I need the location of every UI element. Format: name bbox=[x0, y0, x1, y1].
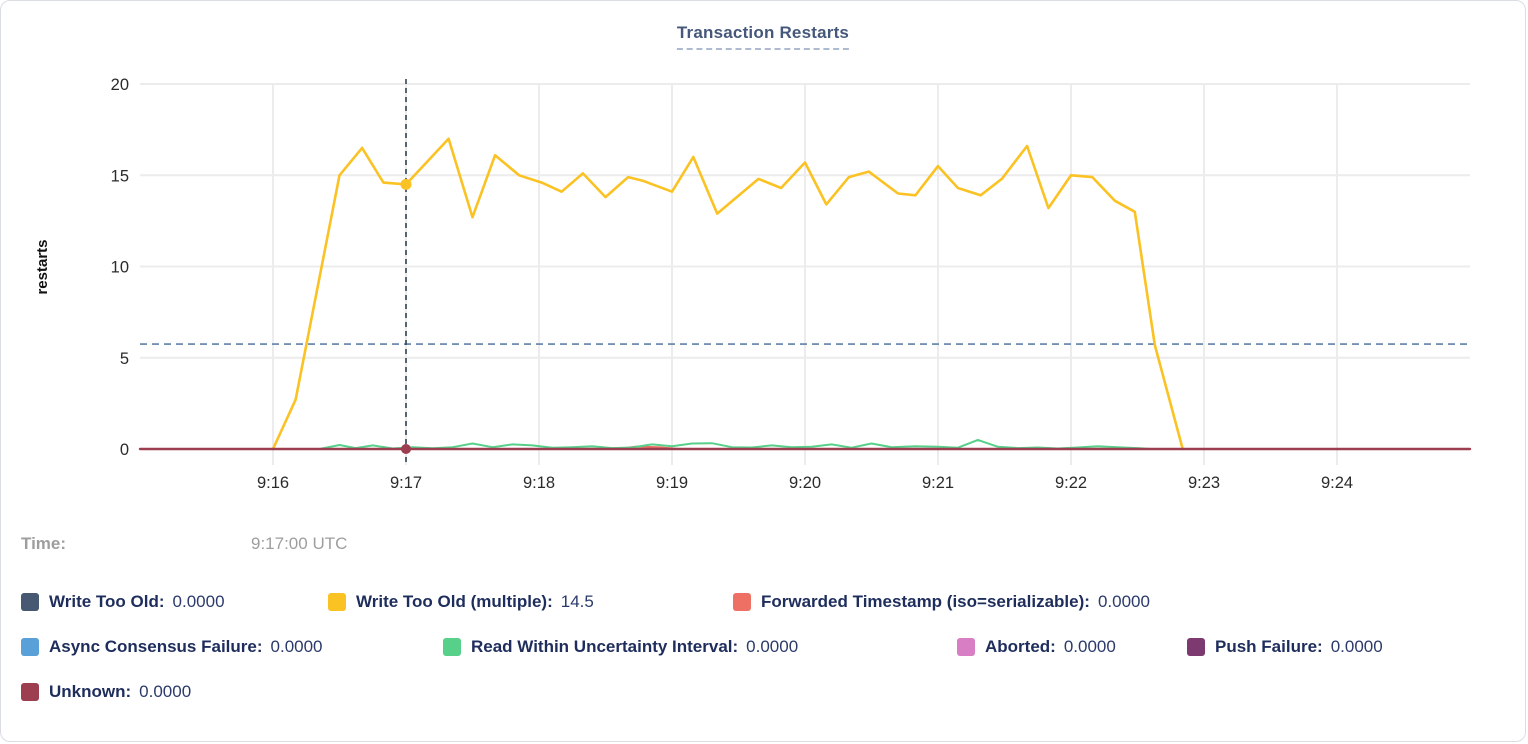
legend-value: 0.0000 bbox=[1063, 637, 1116, 656]
legend-value: 0.0000 bbox=[746, 637, 799, 656]
legend-label: Async Consensus Failure: bbox=[49, 637, 263, 656]
y-tick-label: 5 bbox=[120, 350, 129, 368]
legend-value: 0.0000 bbox=[1330, 637, 1383, 656]
legend-swatch-read-within-uncertainty-interval bbox=[443, 638, 461, 656]
legend-swatch-unknown bbox=[21, 683, 39, 701]
legend-item-async-consensus-failure: Async Consensus Failure: 0.0000 bbox=[21, 637, 323, 657]
legend-item-push-failure: Push Failure: 0.0000 bbox=[1187, 637, 1383, 657]
legend-swatch-aborted bbox=[957, 638, 975, 656]
time-value: 9:17:00 UTC bbox=[251, 534, 348, 553]
x-tick-label: 9:18 bbox=[523, 474, 555, 492]
x-tick-label: 9:24 bbox=[1321, 474, 1353, 492]
hover-point bbox=[401, 444, 411, 454]
x-tick-label: 9:16 bbox=[257, 474, 289, 492]
x-tick-label: 9:22 bbox=[1055, 474, 1087, 492]
legend-value: 0.0000 bbox=[1097, 592, 1150, 611]
y-axis-label: restarts bbox=[34, 239, 51, 294]
x-tick-label: 9:20 bbox=[789, 474, 821, 492]
time-label: Time: bbox=[21, 534, 67, 553]
legend-swatch-forwarded-timestamp bbox=[733, 593, 751, 611]
chart-title[interactable]: Transaction Restarts bbox=[676, 23, 850, 50]
y-tick-label: 0 bbox=[120, 441, 129, 459]
x-tick-label: 9:21 bbox=[922, 474, 954, 492]
legend-label: Write Too Old: bbox=[49, 592, 165, 611]
legend-item-forwarded-timestamp: Forwarded Timestamp (iso=serializable): … bbox=[733, 592, 1150, 612]
series-read-within-uncertainty-interval bbox=[318, 438, 1152, 450]
legend-value: 14.5 bbox=[560, 592, 594, 611]
legend-item-aborted: Aborted: 0.0000 bbox=[957, 637, 1116, 657]
y-tick-label: 10 bbox=[111, 259, 129, 277]
legend-label: Forwarded Timestamp (iso=serializable): bbox=[761, 592, 1090, 611]
legend-swatch-write-too-old-multiple bbox=[328, 593, 346, 611]
legend-item-read-within-uncertainty-interval: Read Within Uncertainty Interval: 0.0000 bbox=[443, 637, 798, 657]
x-tick-label: 9:17 bbox=[390, 474, 422, 492]
legend-label: Aborted: bbox=[985, 637, 1056, 656]
y-tick-label: 15 bbox=[111, 167, 129, 185]
legend-label: Unknown: bbox=[49, 682, 132, 701]
legend-label: Push Failure: bbox=[1215, 637, 1323, 656]
legend-label: Read Within Uncertainty Interval: bbox=[471, 637, 739, 656]
legend-swatch-write-too-old bbox=[21, 593, 39, 611]
legend-swatch-push-failure bbox=[1187, 638, 1205, 656]
hover-point bbox=[400, 178, 412, 190]
legend-item-write-too-old-multiple: Write Too Old (multiple): 14.5 bbox=[328, 592, 594, 612]
x-tick-label: 9:23 bbox=[1188, 474, 1220, 492]
legend-value: 0.0000 bbox=[172, 592, 225, 611]
x-tick-label: 9:19 bbox=[656, 474, 688, 492]
legend-item-unknown: Unknown: 0.0000 bbox=[21, 682, 191, 702]
legend-label: Write Too Old (multiple): bbox=[356, 592, 553, 611]
series-write-too-old-multiple- bbox=[271, 137, 1184, 451]
legend-value: 0.0000 bbox=[139, 682, 192, 701]
y-tick-label: 20 bbox=[111, 76, 129, 94]
legend-value: 0.0000 bbox=[270, 637, 323, 656]
restarts-chart[interactable]: 9:16 9:17 9:18 9:19 9:20 9:21 9:22 9:23 9:24 0 5 10… bbox=[1, 1, 1526, 521]
legend-swatch-async-consensus-failure bbox=[21, 638, 39, 656]
legend-item-write-too-old: Write Too Old: 0.0000 bbox=[21, 592, 225, 612]
